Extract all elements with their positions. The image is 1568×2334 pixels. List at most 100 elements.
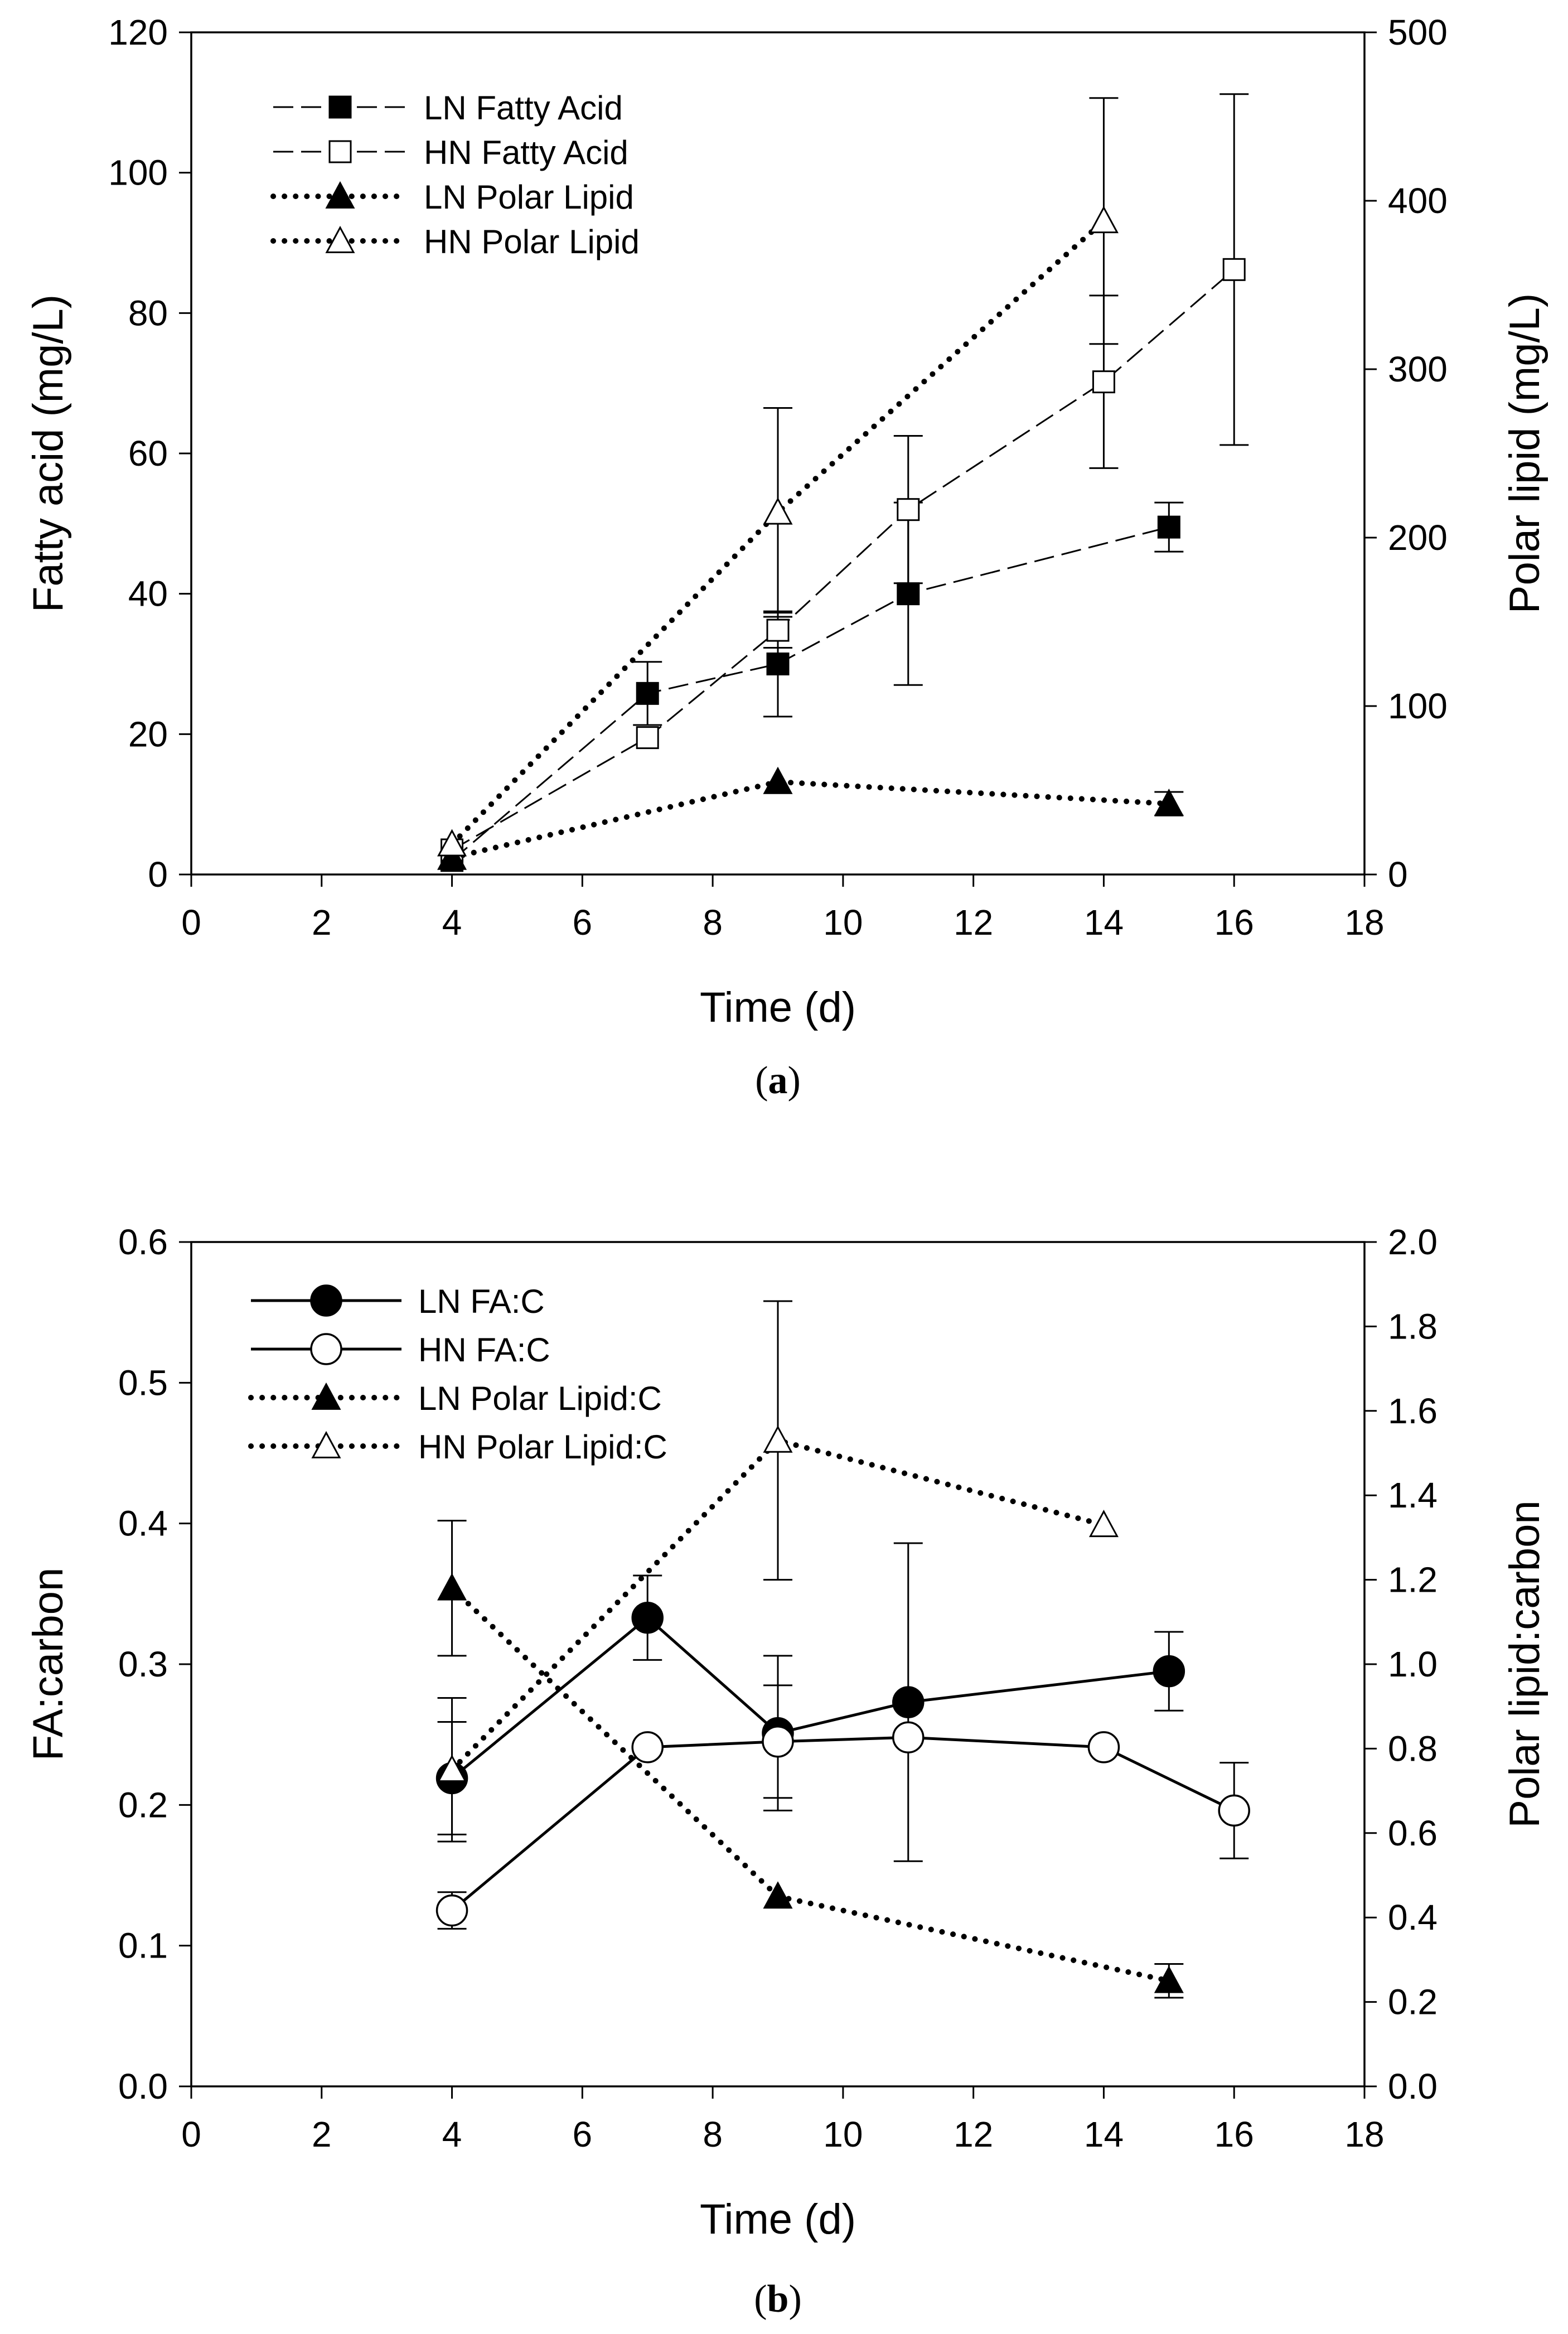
series-line (449, 218, 1107, 847)
data-point (1154, 1965, 1184, 1993)
y2-tick-label: 1.8 (1388, 1306, 1438, 1346)
data-point (631, 1601, 664, 1634)
series-ln-fa-c (435, 1542, 1185, 1862)
series-line (449, 779, 1172, 861)
y2-tick-label: 2.0 (1388, 1222, 1438, 1262)
y2-tick-label: 0.8 (1388, 1728, 1438, 1768)
series-hn-polar-lipid-c (437, 1300, 1119, 1843)
y-tick-label: 0.0 (118, 2066, 168, 2106)
x-tick-label: 12 (954, 2114, 993, 2154)
x-tick-label: 4 (442, 902, 462, 943)
y-tick-label: 120 (108, 12, 168, 52)
series-line (451, 269, 1235, 851)
x-axis-label: Time (d) (700, 984, 856, 1031)
caption-paren-close: ) (788, 2278, 801, 2321)
legend-item: LN Fatty Acid (273, 89, 623, 127)
y-tick-label: 60 (128, 433, 168, 473)
series-ln-polar-lipid (437, 766, 1184, 870)
legend: LN Fatty Acid HN Fatty Acid LN Polar Lipid… (270, 89, 640, 260)
x-tick-label: 14 (1084, 902, 1124, 943)
y2-axis-label: Polar lipid:carbon (1501, 1500, 1548, 1828)
x-tick-label: 4 (442, 2114, 462, 2154)
x-tick-label: 10 (823, 902, 863, 943)
data-point (631, 1731, 664, 1763)
data-point (1222, 258, 1246, 281)
x-tick-label: 2 (312, 902, 332, 943)
y2-tick-label: 0.0 (1388, 2066, 1438, 2106)
series-line (451, 1736, 1235, 1912)
series-ln-polar-lipid-c (437, 1520, 1184, 1999)
series-hn-fatty-acid (441, 93, 1249, 862)
y2-tick-label: 1.4 (1388, 1475, 1438, 1515)
data-point (437, 829, 467, 857)
y2-tick-label: 0.2 (1388, 1982, 1438, 2022)
legend-item: LN Polar Lipid:C (248, 1380, 662, 1417)
data-point (1088, 1510, 1119, 1538)
legend-marker (328, 140, 352, 163)
legend-label: HN Polar Lipid:C (418, 1428, 667, 1466)
legend-marker (328, 95, 352, 119)
data-point (437, 1573, 467, 1601)
x-tick-label: 18 (1344, 902, 1384, 943)
y-tick-label: 80 (128, 293, 168, 333)
data-point (897, 582, 920, 606)
caption-letter: b (767, 2278, 789, 2321)
chart-panel-a: 0 2 4 6 8 10 12 14 16 180204060801001200100200300… (25, 12, 1548, 1102)
x-tick-label: 2 (312, 2114, 332, 2154)
y2-tick-label: 200 (1388, 518, 1448, 558)
y-tick-label: 40 (128, 574, 168, 614)
legend-marker (325, 181, 355, 209)
legend-item: LN Polar Lipid (270, 178, 634, 216)
y-tick-label: 0.6 (118, 1222, 168, 1262)
x-tick-label: 16 (1214, 2114, 1254, 2154)
data-point (763, 1881, 793, 1909)
y-tick-label: 0 (148, 854, 168, 895)
legend: LN FA:C HN FA:C LN Polar Lipid:C HN Polar L… (248, 1283, 667, 1466)
y2-axis-label: Polar lipid (mg/L) (1501, 293, 1548, 613)
data-point (1088, 206, 1119, 234)
x-tick-label: 16 (1214, 902, 1254, 943)
y2-tick-label: 500 (1388, 12, 1448, 52)
x-tick-label: 10 (823, 2114, 863, 2154)
y-tick-label: 0.4 (118, 1504, 168, 1544)
legend-marker (325, 225, 355, 253)
x-tick-label: 14 (1084, 2114, 1124, 2154)
data-point (1092, 370, 1115, 394)
y2-tick-label: 0 (1388, 854, 1408, 895)
x-axis-label: Time (d) (700, 2196, 856, 2243)
legend-label: LN Polar Lipid (424, 178, 634, 216)
data-point (1087, 1731, 1120, 1763)
data-point (437, 842, 467, 870)
y2-tick-label: 1.0 (1388, 1644, 1438, 1684)
legend-label: HN Polar Lipid (424, 223, 640, 260)
data-point (1157, 515, 1180, 539)
y2-tick-label: 0.6 (1388, 1813, 1438, 1853)
x-tick-label: 6 (573, 2114, 593, 2154)
x-tick-label: 0 (181, 902, 201, 943)
data-point (763, 1425, 793, 1453)
y2-tick-label: 300 (1388, 349, 1448, 389)
x-tick-label: 6 (573, 902, 593, 943)
y2-tick-label: 400 (1388, 181, 1448, 221)
panel-caption: (a) (755, 1059, 801, 1102)
legend-item: HN Polar Lipid (270, 223, 640, 260)
legend-marker (310, 1284, 342, 1317)
legend-marker (310, 1333, 342, 1365)
data-point (636, 682, 659, 705)
y2-tick-label: 0.4 (1388, 1897, 1438, 1937)
y-tick-label: 0.5 (118, 1362, 168, 1403)
data-point (763, 497, 793, 525)
legend-item: HN FA:C (251, 1331, 550, 1369)
panel-caption: (b) (754, 2278, 802, 2321)
legend-label: HN Fatty Acid (424, 134, 628, 171)
legend-label: LN FA:C (418, 1283, 545, 1320)
legend-marker (311, 1431, 341, 1458)
data-point (1153, 1655, 1185, 1688)
y-tick-label: 100 (108, 153, 168, 193)
data-point (763, 766, 793, 794)
data-point (892, 1721, 925, 1753)
y-axis-label: Fatty acid (mg/L) (25, 294, 72, 612)
x-tick-label: 12 (954, 902, 993, 943)
data-point (1154, 789, 1184, 816)
